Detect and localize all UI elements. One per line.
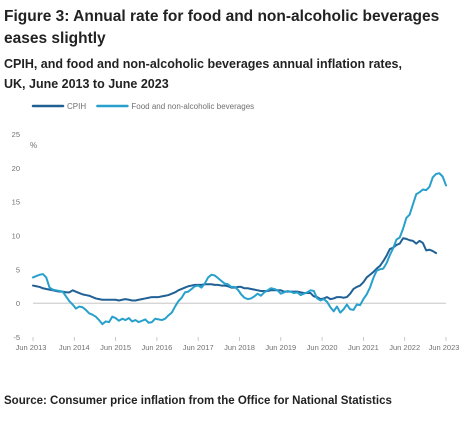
x-tick-label: Jun 2016 (141, 343, 172, 352)
x-tick-label: Jun 2021 (348, 343, 379, 352)
x-axis-ticks: Jun 2013 Jun 2014 Jun 2015 Jun 2016 Jun 2017… (16, 337, 460, 352)
x-tick-label: Jun 2014 (59, 343, 90, 352)
x-tick-label: Jun 2023 (429, 343, 460, 352)
y-tick-label: 15 (12, 198, 20, 207)
figure-source: Source: Consumer price inflation from th… (4, 395, 392, 407)
x-tick-label: Jun 2017 (183, 343, 214, 352)
y-tick-label: 0 (16, 299, 20, 308)
series-line-0 (32, 237, 438, 302)
figure-title: Figure 3: Annual rate for food and non-a… (4, 8, 440, 47)
y-unit-label: % (30, 141, 37, 150)
x-tick-label: Jun 2013 (16, 343, 47, 352)
legend-label-0: CPIH (67, 102, 86, 111)
y-tick-label: -5 (13, 333, 20, 342)
y-axis-ticks: 25 20 15 10 5 0 -5 (12, 130, 20, 342)
chart: CPIH Food and non-alcoholic beverages % 2… (0, 92, 470, 357)
legend: CPIH Food and non-alcoholic beverages (31, 102, 254, 111)
series-lines (32, 172, 447, 326)
chart-svg: CPIH Food and non-alcoholic beverages % 2… (12, 102, 460, 352)
y-tick-label: 20 (12, 164, 20, 173)
y-tick-label: 5 (16, 265, 20, 274)
y-tick-label: 10 (12, 232, 20, 241)
y-tick-label: 25 (12, 130, 20, 139)
x-tick-label: Jun 2022 (389, 343, 420, 352)
x-tick-label: Jun 2019 (265, 343, 296, 352)
series-line-1 (32, 172, 447, 326)
legend-label-1: Food and non-alcoholic beverages (131, 102, 254, 111)
x-tick-label: Jun 2020 (307, 343, 338, 352)
figure-subtitle: CPIH, and food and non-alcoholic beverag… (4, 57, 402, 91)
x-tick-label: Jun 2015 (100, 343, 131, 352)
x-tick-label: Jun 2018 (224, 343, 255, 352)
